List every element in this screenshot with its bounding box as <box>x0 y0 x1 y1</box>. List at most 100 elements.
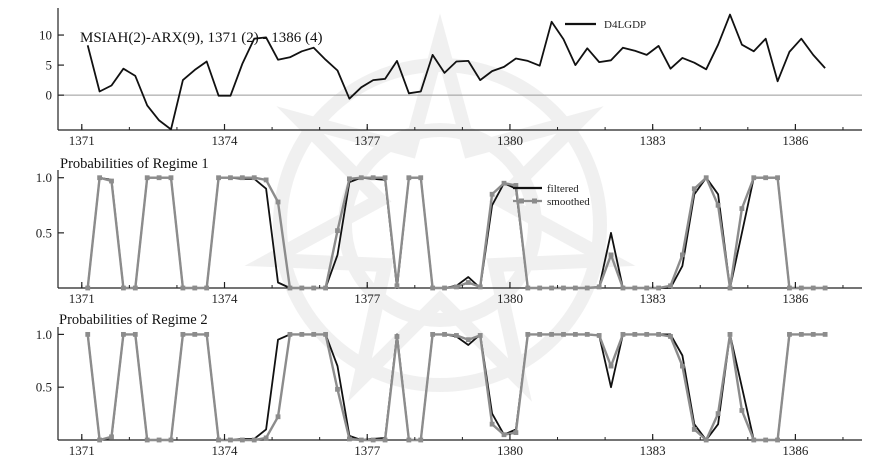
data-point-smoothed <box>763 437 769 443</box>
data-point-smoothed <box>311 331 317 337</box>
data-point-smoothed <box>501 180 507 186</box>
x-tick-label: 1383 <box>640 443 666 457</box>
data-point-smoothed <box>85 285 91 291</box>
x-tick-label: 1374 <box>212 443 239 457</box>
data-point-smoothed <box>168 175 174 181</box>
data-point-smoothed <box>798 285 804 291</box>
data-point-smoothed <box>121 331 126 337</box>
data-point-smoothed <box>335 228 340 234</box>
data-point-smoothed <box>751 175 757 181</box>
data-point-smoothed <box>513 430 519 436</box>
data-point-smoothed <box>109 434 114 440</box>
data-point-smoothed <box>275 199 281 205</box>
data-point-smoothed <box>346 176 352 182</box>
data-point-smoothed <box>787 331 792 337</box>
data-point-smoothed <box>680 363 685 369</box>
data-point-smoothed <box>477 333 483 338</box>
data-point-smoothed <box>680 252 685 258</box>
data-point-smoothed <box>715 202 721 208</box>
data-point-smoothed <box>346 436 352 442</box>
data-point-smoothed <box>335 386 340 392</box>
data-point-smoothed <box>216 175 221 181</box>
axis-ticks: 1371 1374 1377 1380 1383 1386 0 5 10 <box>39 28 844 148</box>
data-point-smoothed <box>465 337 471 343</box>
data-point-smoothed <box>739 408 745 413</box>
data-point-smoothed <box>251 437 257 443</box>
data-point-smoothed <box>287 331 293 337</box>
data-point-smoothed <box>394 334 400 339</box>
data-point-smoothed <box>525 331 531 337</box>
legend: filtered smoothed <box>513 183 590 208</box>
data-point-smoothed <box>192 331 198 337</box>
data-point-smoothed <box>299 285 305 291</box>
series-lines <box>86 13 826 131</box>
data-point-smoothed <box>406 175 412 181</box>
data-point-smoothed <box>775 437 780 443</box>
data-point-smoothed <box>822 331 828 337</box>
y-tick-label: 1.0 <box>36 170 52 185</box>
data-point-smoothed <box>810 285 816 291</box>
data-point-smoothed <box>572 285 578 291</box>
data-point-smoothed <box>168 437 174 443</box>
x-tick-label: 1380 <box>497 291 523 306</box>
x-tick-label: 1371 <box>69 133 95 148</box>
y-tick-label: 0.5 <box>36 380 52 395</box>
data-point-smoothed <box>561 285 566 291</box>
data-point-smoothed <box>358 175 364 181</box>
data-point-smoothed <box>584 285 590 291</box>
x-tick-label: 1377 <box>354 443 381 457</box>
x-tick-label: 1380 <box>497 443 523 457</box>
data-point-smoothed <box>703 175 709 181</box>
data-point-smoothed <box>822 285 828 291</box>
data-point-smoothed <box>596 284 602 290</box>
data-point-smoothed <box>489 191 495 197</box>
gdp-panel: 1371 1374 1377 1380 1383 1386 0 5 10 MSIAH(2)-AR… <box>39 8 862 148</box>
data-point-smoothed <box>204 331 210 337</box>
data-point-smoothed <box>132 331 138 337</box>
data-point-smoothed <box>144 437 150 443</box>
y-tick-label: 1.0 <box>36 327 52 342</box>
panel-frame <box>57 8 862 131</box>
data-point-smoothed <box>454 333 459 338</box>
data-point-smoothed <box>739 206 745 211</box>
data-point-smoothed <box>715 411 721 416</box>
data-point-smoothed <box>370 437 376 443</box>
data-point-smoothed <box>263 177 269 183</box>
data-point-smoothed <box>703 437 709 443</box>
x-tick-label: 1383 <box>640 133 666 148</box>
data-point-smoothed <box>549 285 554 291</box>
x-tick-label: 1377 <box>354 291 381 306</box>
data-point-smoothed <box>418 175 424 181</box>
data-point-smoothed <box>525 285 531 291</box>
data-point-smoothed <box>180 285 186 291</box>
data-point-smoothed <box>644 331 650 337</box>
panel-frame <box>57 327 862 441</box>
data-point-smoothed <box>239 175 245 181</box>
data-point-smoothed <box>216 437 221 443</box>
data-point-smoothed <box>608 252 614 258</box>
data-point-smoothed <box>549 331 554 337</box>
data-point-smoothed <box>156 437 162 443</box>
data-point-smoothed <box>382 175 388 181</box>
data-point-smoothed <box>537 331 543 337</box>
data-point-smoothed <box>442 285 447 291</box>
series-lines <box>85 331 828 443</box>
data-point-smoothed <box>144 175 150 181</box>
panel-title: MSIAH(2)-ARX(9), 1371 (2) - 1386 (4) <box>80 30 322 46</box>
data-point-smoothed <box>668 334 673 339</box>
data-point-smoothed <box>454 284 459 290</box>
x-tick-label: 1374 <box>212 133 239 148</box>
x-tick-label: 1371 <box>69 291 95 306</box>
data-point-smoothed <box>132 285 138 291</box>
regime-2-panel: 1371 1374 1377 1380 1383 1386 0.5 1.0 Probabili… <box>36 312 862 457</box>
x-tick-label: 1371 <box>69 443 95 457</box>
data-point-smoothed <box>775 175 780 181</box>
data-point-smoothed <box>727 331 733 337</box>
data-point-smoothed <box>121 285 126 291</box>
data-point-smoothed <box>442 331 447 337</box>
data-point-smoothed <box>97 437 103 443</box>
data-point-smoothed <box>572 331 578 337</box>
data-point-smoothed <box>668 283 673 289</box>
x-tick-label: 1386 <box>782 443 809 457</box>
